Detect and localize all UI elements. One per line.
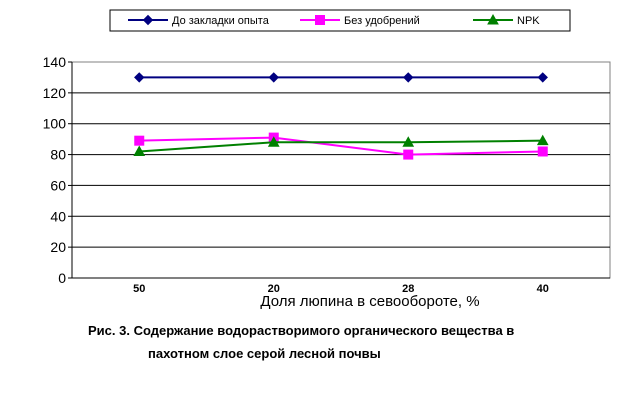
series-line (139, 139, 543, 153)
x-tick-label: 50 (133, 283, 145, 295)
x-axis: 50 20 28 40 (72, 277, 610, 295)
y-tick-label: 120 (43, 85, 67, 101)
caption-line-1: Рис. 3. Содержание водорастворимого орга… (88, 323, 514, 338)
legend-label: NPK (517, 15, 540, 27)
series-line (139, 136, 543, 156)
data-point (537, 146, 548, 157)
legend-label: До закладки опыта (172, 15, 270, 27)
data-point (134, 72, 145, 83)
y-tick-label: 60 (50, 177, 66, 193)
legend-item: NPK (473, 13, 540, 27)
y-tick-label: 80 (50, 147, 66, 163)
legend-item: Без удобрений (300, 15, 420, 27)
series-3 (133, 134, 549, 156)
x-axis-label: Доля люпина в севообороте, % (260, 293, 479, 310)
data-point (134, 135, 145, 146)
gridlines (72, 92, 610, 248)
y-tick-label: 20 (50, 239, 66, 255)
data-point (267, 136, 280, 147)
legend-marker (487, 13, 499, 25)
y-tick-label: 100 (43, 116, 67, 132)
x-tick-label: 20 (268, 283, 280, 295)
x-tick-label: 28 (402, 283, 414, 295)
caption-line-2: пахотном слое серой лесной почвы (148, 346, 381, 361)
y-axis: 0 20 40 60 80 100 120 140 (43, 54, 73, 286)
legend: До закладки опыта Без удобрений NPK (128, 13, 540, 27)
y-tick-label: 140 (43, 54, 67, 70)
data-point (268, 72, 279, 83)
plot-area (71, 61, 611, 279)
x-tick-label: 40 (537, 283, 549, 295)
data-point (133, 145, 146, 156)
data-point (402, 136, 415, 147)
y-tick-label: 0 (58, 270, 66, 286)
series-group (133, 72, 549, 160)
legend-marker (142, 14, 154, 26)
data-point (537, 72, 548, 83)
legend-item: До закладки опыта (128, 14, 270, 27)
legend-marker (315, 15, 325, 25)
data-point (403, 149, 414, 160)
legend-label: Без удобрений (344, 15, 420, 27)
y-tick-label: 40 (50, 208, 66, 224)
series-1 (134, 72, 548, 83)
data-point (536, 134, 549, 146)
data-point (403, 72, 414, 83)
